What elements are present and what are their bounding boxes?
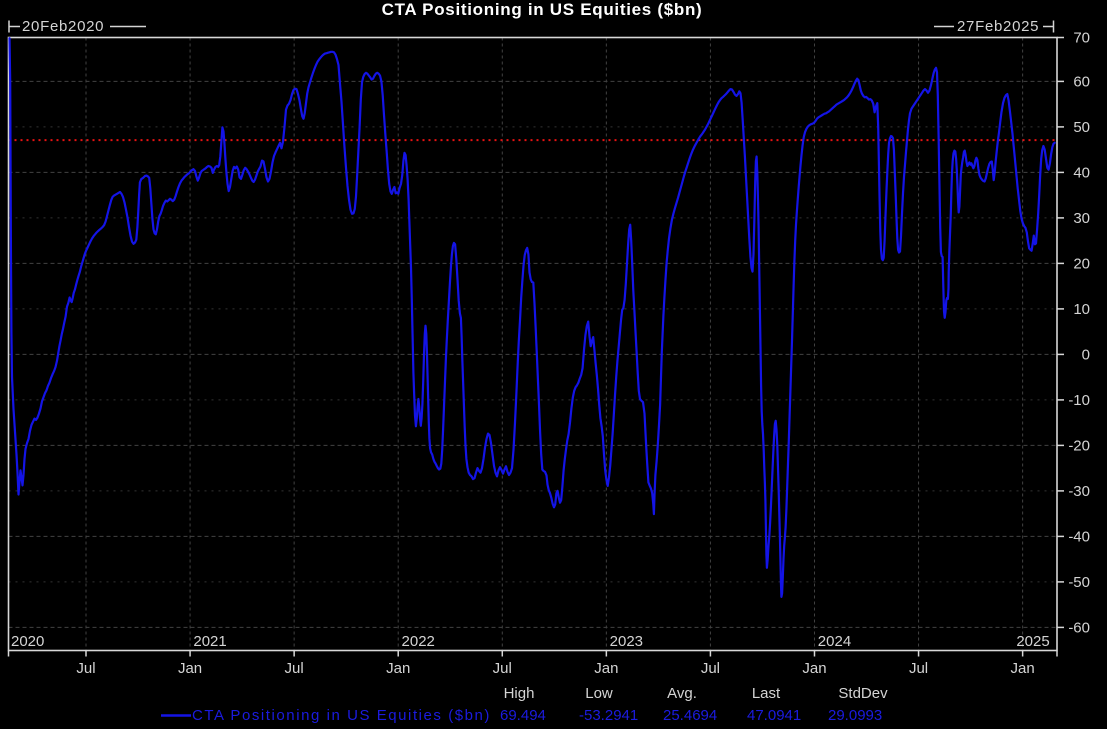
x-axis-month-label: Jul [701, 660, 720, 677]
y-axis-tick-label: 50 [1073, 119, 1090, 136]
cta-positioning-series-line [8, 37, 1056, 598]
x-axis-year-label: 2024 [818, 633, 851, 650]
x-axis-month-label: Jul [285, 660, 304, 677]
x-axis-month-label: Jan [178, 660, 202, 677]
x-axis-month-label: Jul [493, 660, 512, 677]
legend-stat-header-stddev: StdDev [838, 685, 888, 702]
range-end-date-label: 27Feb2025 [957, 18, 1040, 35]
plot-frame [7, 36, 1058, 652]
legend-stat-value-low: -53.2941 [579, 707, 639, 724]
x-axis-month-label: Jan [1011, 660, 1035, 677]
y-axis-tick-label: -20 [1068, 437, 1090, 454]
y-axis-tick-label: 40 [1073, 164, 1090, 181]
y-axis-tick-label: -30 [1068, 483, 1090, 500]
y-axis-tick-label: -60 [1068, 619, 1090, 636]
legend-series-label: CTA Positioning in US Equities ($bn) [192, 707, 491, 724]
x-axis-month-label: Jan [386, 660, 410, 677]
legend-stat-value-high: 69.494 [500, 707, 546, 724]
legend-stat-header-low: Low [585, 685, 613, 702]
chart-title: CTA Positioning in US Equities ($bn) [381, 0, 703, 19]
y-axis-tick-label: 70 [1073, 30, 1090, 47]
range-start-date-label: 20Feb2020 [22, 18, 105, 35]
x-axis-year-label: 2023 [610, 633, 643, 650]
x-axis-month-label: Jan [802, 660, 826, 677]
y-axis-tick-label: -10 [1068, 392, 1090, 409]
x-axis-month-label: Jul [909, 660, 928, 677]
x-axis-year-label: 2021 [193, 633, 226, 650]
x-axis-month-label: Jul [76, 660, 95, 677]
y-axis-tick-label: 10 [1073, 301, 1090, 318]
legend-stat-header-last: Last [751, 685, 781, 702]
y-axis-tick-label: 20 [1073, 255, 1090, 272]
y-axis-tick-label: 60 [1073, 73, 1090, 90]
legend-stat-header-avg: Avg. [667, 685, 697, 702]
x-axis-year-label: 2025 [1016, 633, 1049, 650]
x-axis-month-label: Jan [594, 660, 618, 677]
y-axis-tick-label: 30 [1073, 210, 1090, 227]
legend-stat-header-high: High [503, 685, 535, 702]
legend-stat-value-last: 47.0941 [747, 707, 802, 724]
y-axis-tick-label: -50 [1068, 574, 1090, 591]
legend-stat-value-avg: 25.4694 [663, 707, 718, 724]
y-axis-tick-label: -40 [1068, 528, 1090, 545]
x-axis-year-label: 2020 [11, 633, 44, 650]
x-axis-year-label: 2022 [402, 633, 435, 650]
legend-stat-value-stddev: 29.0993 [828, 707, 883, 724]
y-axis-tick-label: 0 [1082, 346, 1090, 363]
